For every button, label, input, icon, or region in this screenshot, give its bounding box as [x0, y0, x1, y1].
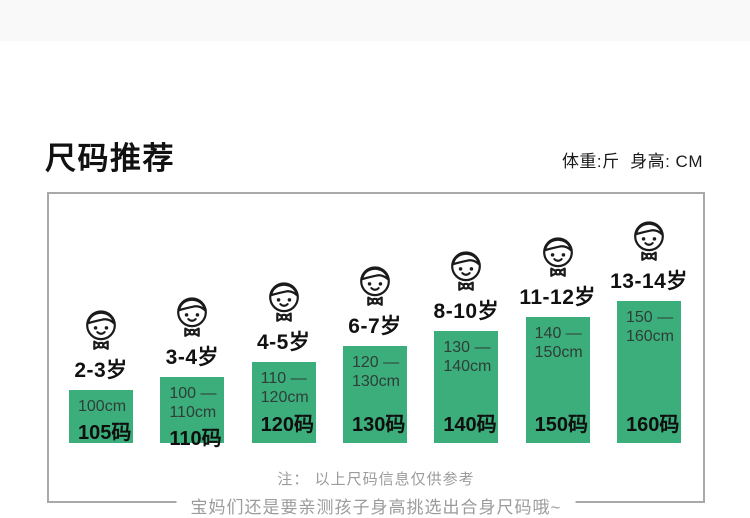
measure-tip-note: 宝妈们还是要亲测孩子身高挑选出合身尺码哦~ — [176, 493, 576, 518]
bars-row: 2-3岁 100cm 105码 — [69, 218, 687, 450]
size-code-label: 105码 — [78, 422, 132, 444]
size-column-3-4: 3-4岁 100 — 110cm 110码 — [160, 294, 225, 450]
size-code-label: 110码 — [169, 428, 222, 450]
size-code-label: 140码 — [443, 414, 497, 436]
age-label: 13-14岁 — [610, 270, 688, 293]
height-range-label: 100 — 110cm — [169, 385, 217, 421]
size-column-8-10: 8-10岁 130 — 140cm 140码 — [433, 248, 500, 443]
page-title: 尺码推荐 — [45, 141, 175, 176]
size-bar: 150 — 160cm 160码 — [616, 301, 681, 443]
child-face-icon — [268, 282, 299, 322]
size-bar: 130 — 140cm 140码 — [434, 331, 499, 443]
size-column-4-5: 4-5岁 110 — 120cm 120码 — [251, 279, 316, 443]
height-range-label: 110 — 120cm — [260, 370, 309, 406]
age-label: 8-10岁 — [433, 300, 500, 323]
age-label: 3-4岁 — [165, 346, 219, 369]
child-face-icon — [451, 251, 482, 291]
size-code-label: 130码 — [351, 414, 406, 436]
height-range-label: 120 — 130cm — [351, 354, 401, 390]
size-bar: 140 — 150cm 150码 — [525, 317, 590, 443]
height-range-label: 140 — 150cm — [534, 325, 583, 361]
units-note: 体重:斤 身高: CM — [561, 152, 703, 171]
child-face-icon — [634, 221, 664, 261]
size-code-label: 120码 — [260, 414, 315, 436]
size-chart-panel: 2-3岁 100cm 105码 — [47, 192, 705, 503]
size-bar: 120 — 130cm 130码 — [342, 346, 407, 443]
size-column-11-12: 11-12岁 140 — 150cm 150码 — [519, 234, 595, 443]
age-label: 11-12岁 — [519, 286, 596, 309]
age-label: 4-5岁 — [256, 331, 311, 354]
size-column-6-7: 6-7岁 120 — 130cm 130码 — [342, 263, 407, 443]
top-banner — [0, 0, 750, 41]
child-face-icon — [542, 237, 573, 277]
size-column-13-14: 13-14岁 150 — 160cm 160码 — [610, 218, 687, 443]
child-face-icon — [86, 310, 116, 350]
size-column-2-3: 2-3岁 100cm 105码 — [69, 307, 133, 444]
size-bar: 110 — 120cm 120码 — [251, 362, 316, 443]
height-range-label: 130 — 140cm — [443, 339, 492, 375]
size-code-label: 150码 — [534, 414, 589, 436]
reference-note: 注： 以上尺码信息仅供参考 — [277, 471, 475, 488]
child-face-icon — [360, 266, 390, 306]
child-face-icon — [177, 297, 208, 337]
size-bar: 100cm 105码 — [69, 390, 133, 444]
age-label: 6-7岁 — [348, 315, 402, 338]
height-range-label: 100cm — [78, 398, 127, 415]
size-code-label: 160码 — [625, 414, 680, 436]
age-label: 2-3岁 — [74, 359, 128, 382]
height-range-label: 150 — 160cm — [625, 309, 674, 345]
size-bar: 100 — 110cm 110码 — [160, 377, 225, 450]
